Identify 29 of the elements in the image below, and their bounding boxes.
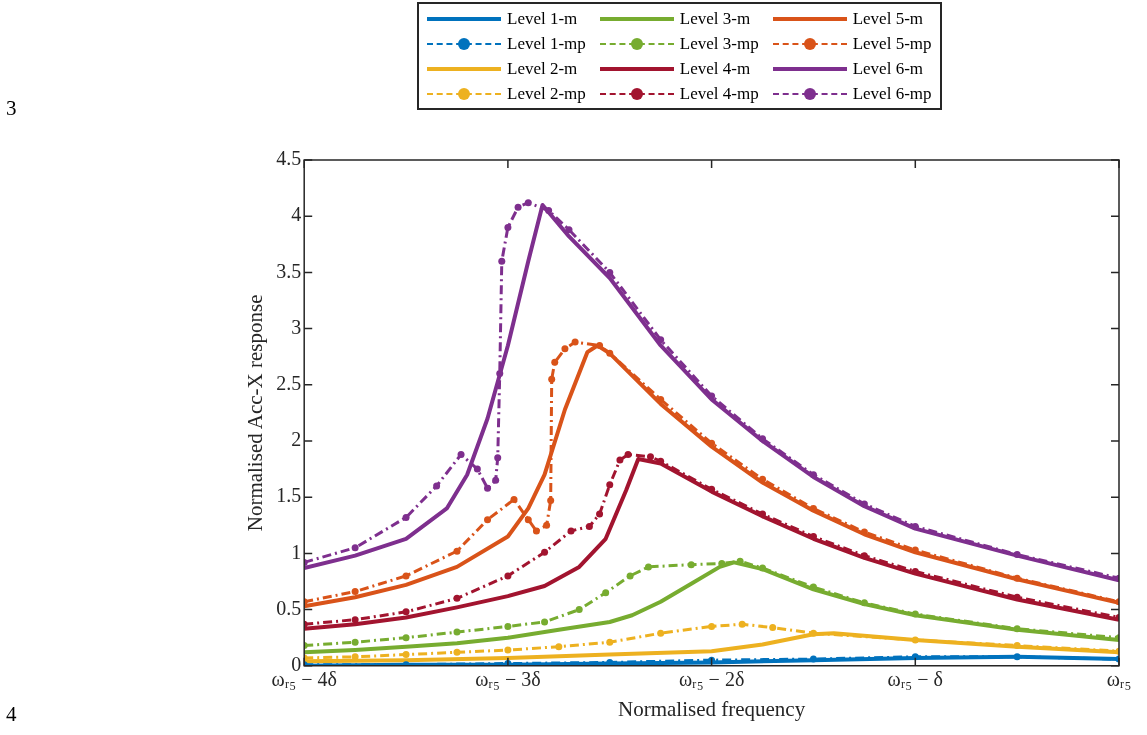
legend-label: Level 6-mp	[852, 83, 932, 104]
x-axis-title: Normalised frequency	[618, 696, 806, 721]
x-tick-label: ωᵣ₅ − 3δ	[475, 668, 541, 691]
x-tick-label: ωᵣ₅	[1106, 668, 1132, 691]
y-tick-label: 1	[291, 540, 302, 563]
y-tick-label: 2	[291, 428, 302, 451]
y-axis-title: Normalised Acc-X response	[243, 294, 268, 532]
legend-label: Level 1-m	[507, 8, 578, 29]
legend-label: Level 4-mp	[679, 83, 759, 104]
y-tick-label: 1.5	[276, 484, 302, 507]
x-tick-label: ωᵣ₅ − δ	[887, 668, 944, 691]
text: 3	[6, 96, 17, 121]
legend-label: Level 6-m	[852, 58, 924, 79]
legend-label: Level 5-m	[852, 8, 924, 29]
y-tick-label: 4.5	[276, 147, 302, 170]
y-tick-label: 2.5	[276, 372, 302, 395]
legend-label: Level 5-mp	[852, 33, 932, 54]
legend-label: Level 2-mp	[507, 83, 586, 104]
legend-label: Level 3-m	[679, 8, 751, 29]
text: 4	[6, 702, 17, 727]
y-tick-label: 3.5	[276, 259, 302, 282]
legend-label: Level 2-m	[507, 58, 578, 79]
y-tick-label: 3	[291, 315, 302, 338]
y-tick-label: 4	[291, 203, 302, 226]
y-tick-label: 0.5	[276, 596, 302, 619]
x-tick-label: ωᵣ₅ − 2δ	[678, 668, 745, 691]
legend-label: Level 3-mp	[679, 33, 759, 54]
legend-label: Level 4-m	[679, 58, 751, 79]
legend-label: Level 1-mp	[507, 33, 586, 54]
